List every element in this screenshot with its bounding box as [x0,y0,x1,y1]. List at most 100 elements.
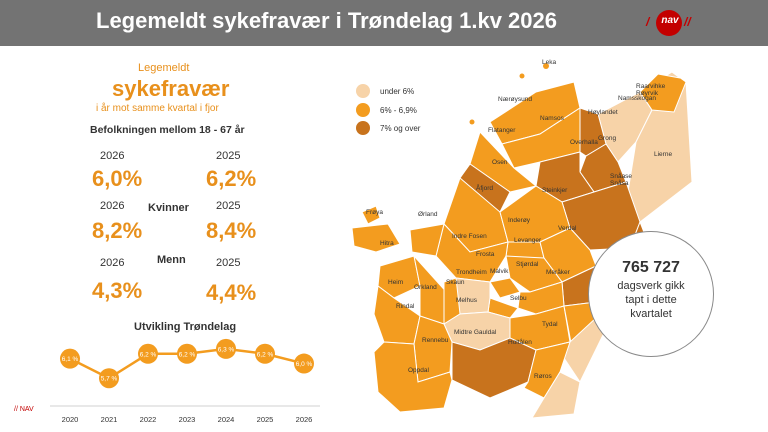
island-north [519,73,525,79]
page-title: Legemeldt sykefravær i Trøndelag 1.kv 20… [96,8,558,33]
nav-logo: / nav // [646,10,706,36]
trend-point [138,343,158,364]
men-value-a: 4,3% [92,278,143,303]
map-label: Tydal [542,321,558,328]
map-label: Selbu [510,295,527,302]
region-heim [377,255,421,299]
men-label: Menn [157,254,186,266]
map-label: Røros [534,373,552,380]
footer-nav: // NAV [14,406,34,413]
legend-swatch [356,103,370,117]
map-label: Frøya [366,209,383,216]
total-value-a: 6,0% [92,166,143,191]
trend-data-label: 5,7 % [101,376,118,383]
women-year-a: 2026 [100,200,125,212]
trend-title: Utvikling Trøndelag [134,321,237,333]
map-label: Orkland [414,284,437,291]
header-bar: Legemeldt sykefravær i Trøndelag 1.kv 20… [0,0,768,46]
map-label: Overhalla [570,139,598,146]
map-label: Rennebu [422,337,449,344]
trend-x-tick-label: 2022 [140,415,157,424]
map-label: Leka [542,59,556,66]
days-lost-line1: dagsverk gikk [617,280,685,292]
label-sub: i år mot samme kvartal i fjor [96,103,219,114]
legend-label: 7% og over [380,124,421,133]
region-oppdal [373,341,453,413]
trend-point [60,348,80,369]
legend-label: under 6% [380,87,415,96]
men-year-b: 2025 [216,257,241,269]
map-label: Namsos [540,115,565,122]
region-froya [361,205,381,225]
legend-swatch [356,121,370,135]
map-label: Ørland [418,211,438,218]
map-label: Flatanger [488,127,516,134]
legend-swatch [356,84,370,98]
trend-x-tick-label: 2026 [296,415,313,424]
map-label: Rindal [396,303,415,310]
map-label: Åfjord [476,183,493,192]
map-label: Osen [492,159,508,166]
women-value-b: 8,4% [206,218,257,243]
region-midtre-gauldal [451,337,537,399]
map-label: Snåase Snåsa [610,172,632,187]
region-hitra [351,223,401,253]
map-label: Frosta [476,251,495,258]
region-flatanger [469,131,538,193]
map-label: Nærøysund [498,96,532,103]
region-roros [531,371,581,419]
days-lost-callout: 765 727 dagsverk gikk tapt i dette kvart… [588,231,714,357]
map-label: Lierne [654,151,672,158]
logo-slash-icon: / [646,15,650,29]
trend-data-label: 6,2 % [140,351,157,358]
trend-point [99,368,119,389]
map-label: Indre Fosen [452,233,487,240]
women-year-b: 2025 [216,200,241,212]
men-value-b: 4,4% [206,280,257,305]
map-label: Trondheim [456,269,487,276]
trend-data-label: 6,3 % [218,346,235,353]
map-label: Høylandet [588,109,618,116]
trend-point [255,343,275,364]
women-label: Kvinner [148,202,189,214]
trend-data-label: 6,2 % [179,351,196,358]
trend-x-tick-label: 2024 [218,415,235,424]
days-lost-line2: tapt i dette [625,294,677,306]
map-label: Stjørdal [516,261,539,268]
logo-slashes-icon: // [684,15,691,29]
map-label: Skaun [446,279,465,286]
label-top: Legemeldt [138,62,190,74]
map-label: Levanger [514,237,542,244]
men-year-a: 2026 [100,257,125,269]
map-label: Hitra [380,240,394,247]
island-leka [543,63,549,69]
trend-point [177,343,197,364]
map-label: Verdal [558,225,577,232]
trend-data-label: 6,2 % [257,351,274,358]
map-label: Meråker [546,268,571,276]
total-year-a: 2026 [100,150,125,162]
logo-text: nav [661,15,679,26]
island-coast [469,119,475,125]
map-label: Inderøy [508,217,531,224]
label-main: sykefravær [112,76,230,101]
map-label: Holtålen [508,338,532,346]
region-royrvik [639,71,687,113]
total-value-b: 6,2% [206,166,257,191]
map-label: Melhus [456,297,478,304]
map-label: Malvik [490,268,509,275]
trend-data-label: 6,1 % [62,356,79,363]
logo-circle [656,10,682,36]
trend-data-label: 6,0 % [296,361,313,368]
map-label: Raarvihke Røyrvik [636,83,666,97]
trend-chart: 6,1 % 5,7 % 6,2 % 6,2 % 6,3 % 6,2 % 6,0 % 2020 2… [50,338,320,424]
map-label: Oppdal [408,367,430,374]
trend-x-tick-label: 2021 [101,415,118,424]
legend-label: 6% - 6,9% [380,106,417,115]
days-lost-line3: kvartalet [630,308,672,320]
map-label: Namsskogan [618,95,656,102]
trend-x-tick-label: 2023 [179,415,196,424]
total-year-b: 2025 [216,150,241,162]
trend-x-tick-label: 2025 [257,415,274,424]
